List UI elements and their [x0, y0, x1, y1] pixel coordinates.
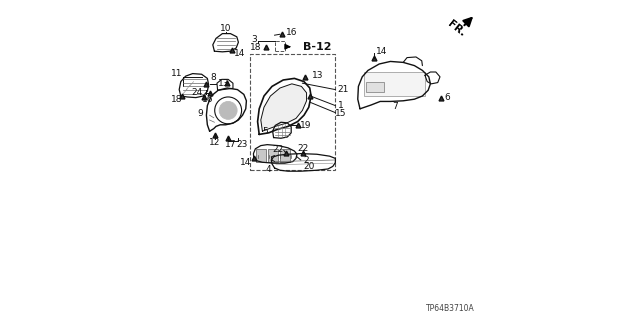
Text: 19: 19	[300, 121, 312, 130]
Text: 10: 10	[220, 24, 231, 33]
Bar	[250, 54, 335, 170]
Text: 22: 22	[298, 144, 309, 153]
Text: 16: 16	[202, 95, 213, 104]
Text: 2: 2	[303, 156, 309, 165]
Text: 17: 17	[225, 140, 236, 149]
Text: 18: 18	[250, 43, 262, 52]
Text: 7: 7	[392, 102, 398, 111]
Text: 5: 5	[262, 127, 268, 136]
Bar	[268, 149, 278, 162]
Text: 18: 18	[172, 95, 182, 104]
Bar	[280, 149, 291, 162]
Text: 12: 12	[209, 138, 221, 147]
Text: 3: 3	[252, 35, 257, 44]
Text: 15: 15	[335, 109, 347, 118]
Text: 13: 13	[312, 71, 323, 80]
Text: 16: 16	[285, 28, 297, 37]
Text: 22: 22	[272, 145, 283, 154]
Text: 6: 6	[444, 93, 450, 102]
Text: 21: 21	[338, 85, 349, 94]
Polygon shape	[261, 84, 307, 131]
Bar	[275, 41, 285, 51]
Text: FR.: FR.	[446, 19, 468, 39]
Text: 24: 24	[191, 88, 202, 97]
Text: 8: 8	[211, 73, 216, 82]
Text: B-12: B-12	[303, 42, 332, 52]
Bar	[364, 72, 425, 96]
Text: 14: 14	[240, 158, 251, 167]
Bar	[256, 149, 266, 162]
Circle shape	[219, 101, 237, 119]
Text: 9: 9	[197, 109, 203, 118]
Text: 14: 14	[376, 47, 387, 56]
Text: 14: 14	[234, 49, 246, 58]
Text: 4: 4	[266, 165, 271, 174]
Bar	[366, 82, 384, 92]
Text: 11: 11	[172, 69, 182, 78]
Text: 13: 13	[218, 79, 229, 88]
Text: 23: 23	[236, 140, 247, 149]
Text: TP64B3710A: TP64B3710A	[426, 304, 475, 313]
Text: 1: 1	[338, 101, 343, 110]
Text: 20: 20	[303, 162, 315, 171]
